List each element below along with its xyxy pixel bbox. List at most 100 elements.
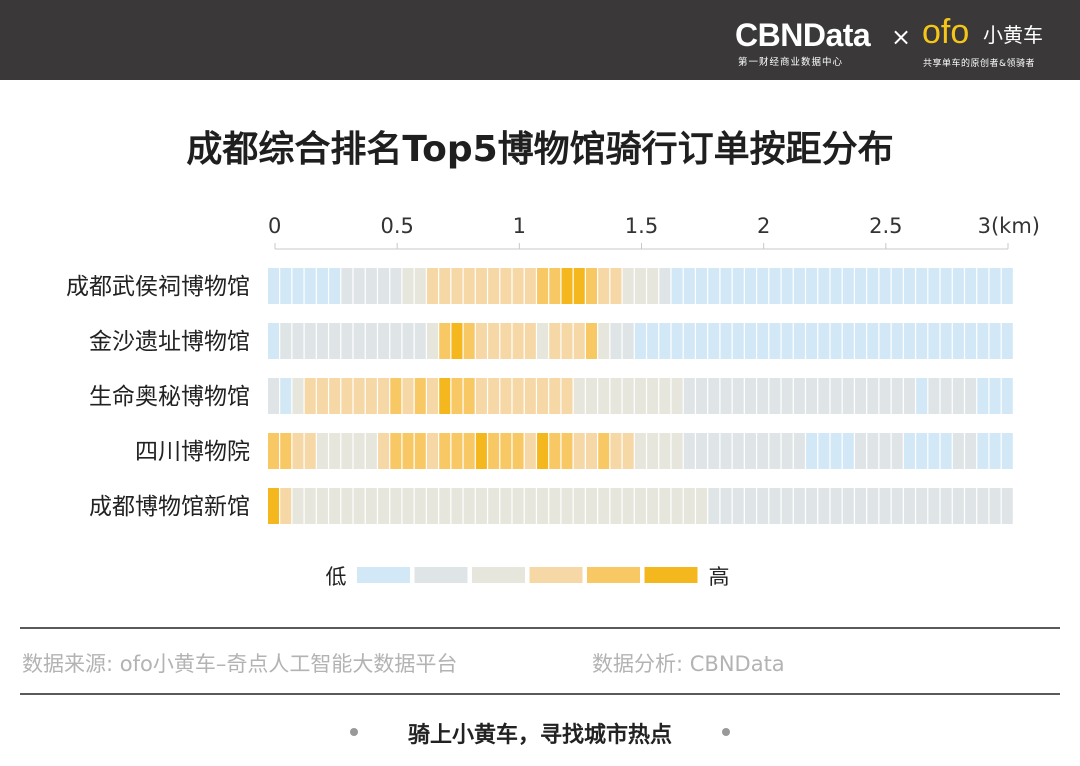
heatmap-cell [867,378,879,414]
legend-swatch [644,567,698,583]
heatmap-cell [916,433,928,469]
heatmap-cell [500,323,512,359]
heatmap-cell [891,268,903,304]
heatmap-cell [378,323,390,359]
heatmap-cell [977,433,989,469]
heatmap-cell [439,323,451,359]
heatmap-cell [916,378,928,414]
heatmap-cell [671,323,683,359]
heatmap-cell [671,378,683,414]
heatmap-cell [475,323,487,359]
heatmap-cell [537,433,549,469]
heatmap-cell [769,378,781,414]
x-axis: 0 0.5 1 1.5 2 2.5 3(km) [268,214,1040,250]
heatmap-cell [463,488,475,524]
heatmap-cell [683,323,695,359]
heatmap-cell [585,268,597,304]
row-label: 金沙遗址博物馆 [89,329,250,355]
heatmap-cell [512,323,524,359]
heatmap-cell [610,268,622,304]
heatmap-cell [524,488,536,524]
heatmap-cell [316,268,328,304]
heatmap-cell [610,433,622,469]
heatmap-cell [830,433,842,469]
heatmap-cell [696,488,708,524]
x-tick-label: 1 [513,214,526,238]
heatmap-cell [903,488,915,524]
ofo-subtitle: 共享单车的原创者&领骑者 [923,59,1036,69]
heatmap-cell [598,488,610,524]
heatmap-cell [365,268,377,304]
heatmap-cell [952,323,964,359]
heatmap-cell [402,488,414,524]
heatmap-cell [524,323,536,359]
heatmap-cell [696,323,708,359]
heatmap-cell [341,433,353,469]
heatmap-cell [634,378,646,414]
heatmap-cell [818,433,830,469]
row-label: 生命奥秘博物馆 [89,384,250,410]
heatmap-row: 四川博物院 [135,433,1013,469]
heatmap-cell [475,268,487,304]
heatmap-cell [500,433,512,469]
heatmap-cell [292,378,304,414]
heatmap-cell [426,378,439,414]
heatmap-cell [426,433,439,469]
heatmap-cell [696,433,708,469]
heatmap-cell [965,323,977,359]
heatmap-cell [940,433,952,469]
row-label: 成都博物馆新馆 [89,494,250,520]
heatmap-cell [830,378,842,414]
heatmap-cell [659,323,671,359]
heatmap-cell [1001,433,1013,469]
heatmap-cell [879,268,891,304]
heatmap-cell [549,268,561,304]
heatmap-cell [622,433,634,469]
heatmap-cell [696,378,708,414]
heatmap-cell [390,378,402,414]
heatmap-cell [316,323,328,359]
heatmap-cell [439,433,451,469]
heatmap-cell [268,323,280,359]
heatmap-cell [842,323,854,359]
heatmap-cell [842,378,854,414]
heatmap-cell [928,488,940,524]
legend-swatch [529,567,583,583]
heatmap-cell [280,268,292,304]
heatmap-cell [439,378,451,414]
heatmap-cell [757,268,769,304]
heatmap-cell [793,433,805,469]
heatmap-cell [989,323,1001,359]
heatmap-cell [720,488,732,524]
heatmap-row: 成都武侯祠博物馆 [66,268,1013,304]
heatmap-cell [561,268,573,304]
x-tick-label: 2 [757,214,770,238]
heatmap-cell [280,433,292,469]
heatmap-cell [720,433,732,469]
heatmap-cell [732,268,744,304]
heatmap-cell [989,433,1001,469]
heatmap-cell [316,488,328,524]
heatmap-cell [292,488,304,524]
heatmap-cell [622,323,634,359]
x-tick-label: 3(km) [978,214,1040,238]
heatmap-cell [414,323,426,359]
heatmap-cell [830,488,842,524]
heatmap-cell [390,488,402,524]
heatmap-cell [769,323,781,359]
heatmap-cell [304,323,316,359]
heatmap-cell [818,323,830,359]
heatmap-cell [793,378,805,414]
header-bar: CBNData 第一财经商业数据中心 × ofo 小黄车 共享单车的原创者&领骑… [0,0,1080,80]
heatmap-cell [451,323,463,359]
legend-low-label: 低 [326,565,347,589]
heatmap-cell [524,268,536,304]
heatmap-cell [806,323,818,359]
heatmap-cell [414,433,426,469]
heatmap-row: 生命奥秘博物馆 [89,378,1013,414]
heatmap-cell [316,378,328,414]
heatmap-cell [451,433,463,469]
heatmap-cell [353,323,365,359]
heatmap-cell [598,268,610,304]
heatmap-cell [585,433,597,469]
